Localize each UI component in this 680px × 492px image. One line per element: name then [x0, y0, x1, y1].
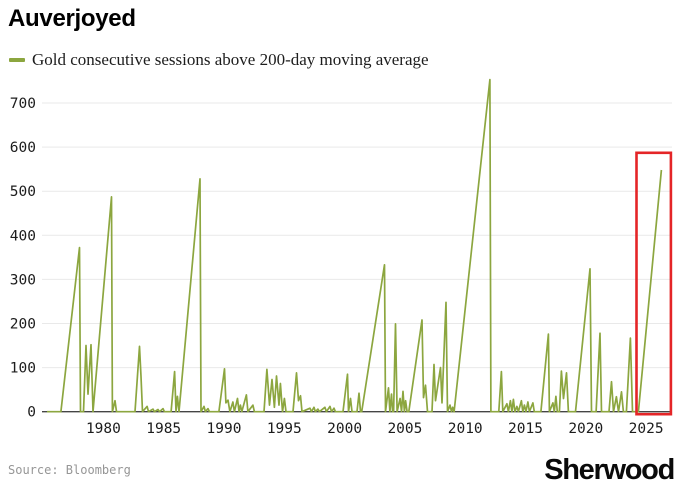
page-title: Auverjoyed	[8, 5, 136, 32]
y-tick-label: 400	[10, 228, 36, 244]
x-tick-label: 1980	[86, 421, 121, 437]
sherwood-logo: Sherwood	[544, 454, 675, 486]
x-tick-label: 1995	[267, 421, 302, 437]
x-tick-label: 2010	[448, 421, 483, 437]
y-tick-label: 100	[10, 361, 36, 377]
legend-dash-icon	[9, 58, 25, 62]
source-credit: Source: Bloomberg	[8, 463, 131, 477]
series-line-gold-streak	[47, 78, 663, 413]
legend-label: Gold consecutive sessions above 200-day …	[32, 50, 429, 69]
y-tick-label: 600	[10, 140, 36, 156]
x-tick-label: 2015	[508, 421, 543, 437]
x-tick-label: 2020	[568, 421, 603, 437]
x-tick-label: 1985	[146, 421, 181, 437]
x-tick-label: 2025	[629, 421, 664, 437]
highlight-box	[635, 151, 673, 416]
y-tick-label: 700	[10, 96, 36, 112]
y-tick-label: 500	[10, 184, 36, 200]
y-tick-label: 0	[27, 405, 36, 421]
legend: Gold consecutive sessions above 200-day …	[9, 50, 429, 70]
x-tick-label: 2000	[327, 421, 362, 437]
y-tick-label: 300	[10, 272, 36, 288]
x-tick-label: 1990	[207, 421, 242, 437]
x-tick-label: 2005	[387, 421, 422, 437]
y-tick-label: 200	[10, 317, 36, 333]
